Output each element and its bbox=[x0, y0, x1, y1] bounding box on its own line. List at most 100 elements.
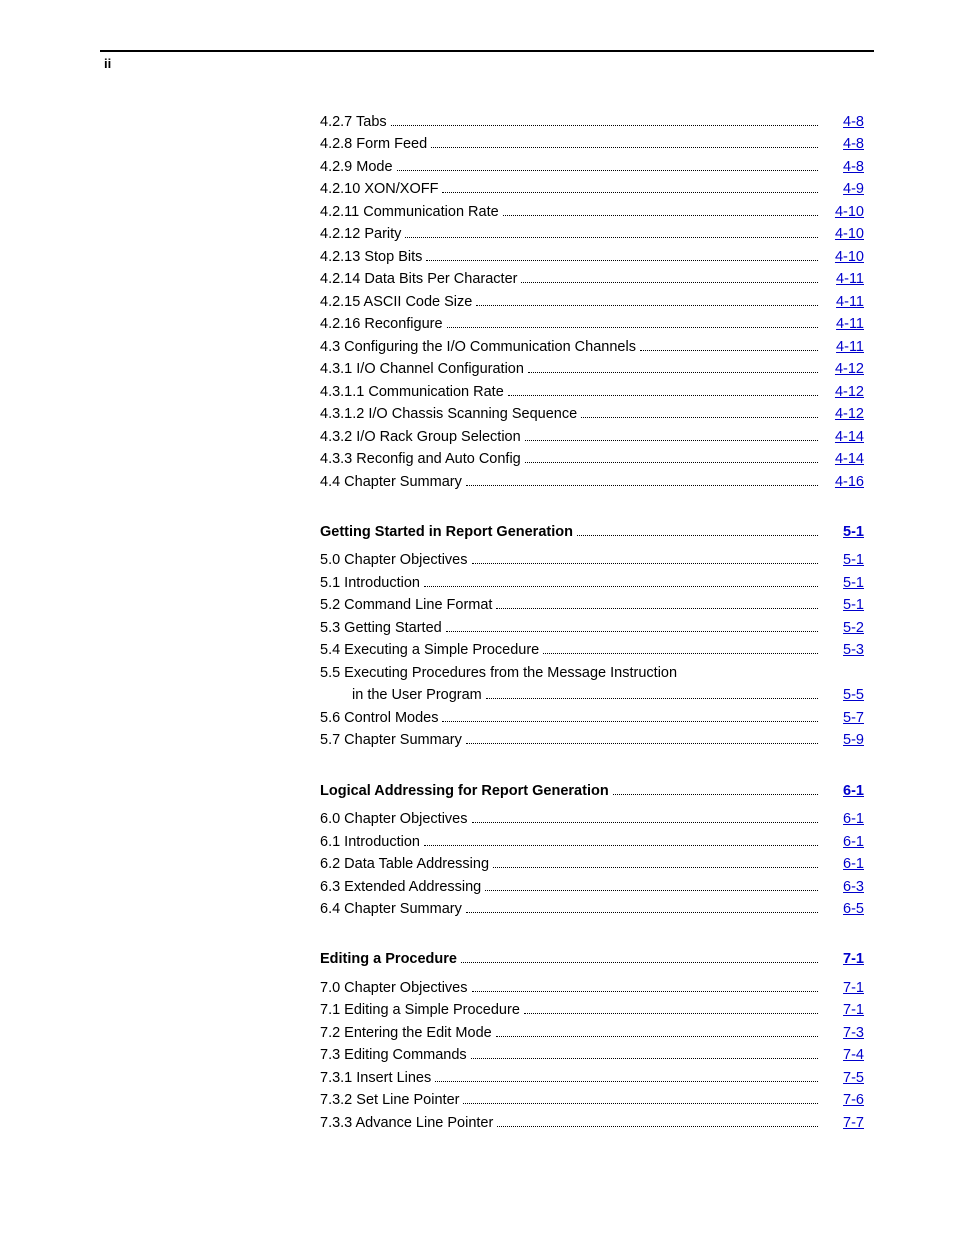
toc-page-link[interactable]: 6-5 bbox=[822, 898, 864, 920]
toc-entry-label: 4.3.1.1 Communication Rate bbox=[320, 381, 504, 403]
toc-page-link[interactable]: 5-1 bbox=[822, 549, 864, 571]
toc-leader-dots bbox=[496, 1036, 818, 1037]
toc-entry: 7.3.1 Insert Lines 7-5 bbox=[320, 1067, 864, 1089]
toc-entry: 7.3.3 Advance Line Pointer7-7 bbox=[320, 1112, 864, 1134]
toc-entry: 4.3 Configuring the I/O Communication Ch… bbox=[320, 336, 864, 358]
toc-page-link[interactable]: 4-8 bbox=[822, 111, 864, 133]
toc-page-link[interactable]: 7-3 bbox=[822, 1022, 864, 1044]
toc-leader-dots bbox=[446, 631, 818, 632]
toc-page-link[interactable]: 4-10 bbox=[822, 201, 864, 223]
toc-entry: 5.5 Executing Procedures from the Messag… bbox=[320, 662, 864, 684]
toc-page-link[interactable]: 7-6 bbox=[822, 1089, 864, 1111]
toc-entry-label: 4.2.16 Reconfigure bbox=[320, 313, 443, 335]
toc-leader-dots bbox=[528, 372, 818, 373]
toc-page-link[interactable]: 5-1 bbox=[822, 572, 864, 594]
toc-entry-label: 4.2.15 ASCII Code Size bbox=[320, 291, 472, 313]
toc-leader-dots bbox=[521, 282, 818, 283]
toc-header-label: Editing a Procedure bbox=[320, 948, 457, 970]
toc-entry-label: 4.2.14 Data Bits Per Character bbox=[320, 268, 517, 290]
toc-page-link[interactable]: 4-9 bbox=[822, 178, 864, 200]
toc-entry-label: 6.1 Introduction bbox=[320, 831, 420, 853]
section-gap bbox=[320, 493, 864, 521]
toc-entry: 4.2.9 Mode 4-8 bbox=[320, 156, 864, 178]
toc-leader-dots bbox=[485, 890, 818, 891]
header-rule bbox=[100, 50, 874, 52]
toc-leader-dots bbox=[525, 462, 818, 463]
toc-entry: 6.0 Chapter Objectives6-1 bbox=[320, 808, 864, 830]
toc-entry-label: 7.3 Editing Commands bbox=[320, 1044, 467, 1066]
toc-page-link[interactable]: 4-11 bbox=[822, 336, 864, 358]
toc-entry-label: 4.2.8 Form Feed bbox=[320, 133, 427, 155]
toc-page-link[interactable]: 4-8 bbox=[822, 156, 864, 178]
toc-entry-label: 4.3.1 I/O Channel Configuration bbox=[320, 358, 524, 380]
toc-entry-label: 7.3.2 Set Line Pointer bbox=[320, 1089, 459, 1111]
toc-entry-label: 4.4 Chapter Summary bbox=[320, 471, 462, 493]
toc-page-link[interactable]: 6-1 bbox=[822, 831, 864, 853]
toc-entry-label: 5.5 Executing Procedures from the Messag… bbox=[320, 662, 677, 684]
toc-entry-label: in the User Program bbox=[320, 684, 482, 706]
toc-page-link[interactable]: 4-10 bbox=[822, 223, 864, 245]
toc-header-label: Getting Started in Report Generation bbox=[320, 521, 573, 543]
toc-leader-dots bbox=[508, 395, 818, 396]
toc-page-link[interactable]: 5-5 bbox=[822, 684, 864, 706]
toc-page-link[interactable]: 5-2 bbox=[822, 617, 864, 639]
toc-entry: 5.3 Getting Started 5-2 bbox=[320, 617, 864, 639]
toc-entry-label: 7.0 Chapter Objectives bbox=[320, 977, 468, 999]
section-gap bbox=[320, 752, 864, 780]
toc-entry: 6.1 Introduction 6-1 bbox=[320, 831, 864, 853]
toc-page-link[interactable]: 6-1 bbox=[822, 780, 864, 802]
table-of-contents: 4.2.7 Tabs4-84.2.8 Form Feed4-84.2.9 Mod… bbox=[320, 111, 864, 1134]
toc-page-link[interactable]: 4-11 bbox=[822, 291, 864, 313]
toc-page-link[interactable]: 6-1 bbox=[822, 808, 864, 830]
toc-page-link[interactable]: 4-12 bbox=[822, 403, 864, 425]
toc-page-link[interactable]: 7-7 bbox=[822, 1112, 864, 1134]
toc-page-link[interactable]: 5-1 bbox=[822, 521, 864, 543]
toc-page-link[interactable]: 5-1 bbox=[822, 594, 864, 616]
page-number-top: ii bbox=[104, 56, 874, 71]
toc-leader-dots bbox=[524, 1013, 818, 1014]
toc-entry: 4.3.2 I/O Rack Group Selection4-14 bbox=[320, 426, 864, 448]
toc-leader-dots bbox=[424, 586, 818, 587]
toc-entry: 4.2.16 Reconfigure 4-11 bbox=[320, 313, 864, 335]
toc-entry: 4.2.13 Stop Bits4-10 bbox=[320, 246, 864, 268]
toc-page-link[interactable]: 5-7 bbox=[822, 707, 864, 729]
toc-page-link[interactable]: 4-14 bbox=[822, 426, 864, 448]
toc-page-link[interactable]: 4-10 bbox=[822, 246, 864, 268]
toc-page-link[interactable]: 6-3 bbox=[822, 876, 864, 898]
toc-leader-dots bbox=[472, 991, 819, 992]
toc-leader-dots bbox=[426, 260, 818, 261]
toc-page-link[interactable]: 4-16 bbox=[822, 471, 864, 493]
toc-page-link[interactable]: 4-14 bbox=[822, 448, 864, 470]
toc-page-link[interactable]: 7-5 bbox=[822, 1067, 864, 1089]
toc-page-link[interactable]: 5-3 bbox=[822, 639, 864, 661]
toc-entry: 4.3.1.1 Communication Rate 4-12 bbox=[320, 381, 864, 403]
toc-entry-label: 5.3 Getting Started bbox=[320, 617, 442, 639]
section-gap bbox=[320, 920, 864, 948]
toc-page-link[interactable]: 4-12 bbox=[822, 381, 864, 403]
toc-page-link[interactable]: 7-4 bbox=[822, 1044, 864, 1066]
toc-page-link[interactable]: 4-12 bbox=[822, 358, 864, 380]
toc-page-link[interactable]: 5-9 bbox=[822, 729, 864, 751]
toc-page-link[interactable]: 4-11 bbox=[822, 313, 864, 335]
toc-entry: 5.6 Control Modes5-7 bbox=[320, 707, 864, 729]
toc-page-link[interactable]: 7-1 bbox=[822, 999, 864, 1021]
toc-entry-label: 6.3 Extended Addressing bbox=[320, 876, 481, 898]
page-container: ii 4.2.7 Tabs4-84.2.8 Form Feed4-84.2.9 … bbox=[0, 0, 954, 1194]
toc-leader-dots bbox=[466, 743, 818, 744]
toc-entry-label: 4.2.9 Mode bbox=[320, 156, 393, 178]
toc-leader-dots bbox=[613, 794, 818, 795]
toc-leader-dots bbox=[581, 417, 818, 418]
toc-entry: 5.2 Command Line Format5-1 bbox=[320, 594, 864, 616]
toc-entry-label: 5.1 Introduction bbox=[320, 572, 420, 594]
toc-page-link[interactable]: 4-8 bbox=[822, 133, 864, 155]
toc-entry-label: 5.4 Executing a Simple Procedure bbox=[320, 639, 539, 661]
toc-page-link[interactable]: 7-1 bbox=[822, 948, 864, 970]
toc-page-link[interactable]: 7-1 bbox=[822, 977, 864, 999]
toc-page-link[interactable]: 6-1 bbox=[822, 853, 864, 875]
toc-entry: 4.2.15 ASCII Code Size 4-11 bbox=[320, 291, 864, 313]
toc-entry: 7.1 Editing a Simple Procedure7-1 bbox=[320, 999, 864, 1021]
toc-leader-dots bbox=[442, 192, 818, 193]
toc-leader-dots bbox=[447, 327, 818, 328]
toc-page-link[interactable]: 4-11 bbox=[822, 268, 864, 290]
toc-entry-label: 7.3.1 Insert Lines bbox=[320, 1067, 431, 1089]
